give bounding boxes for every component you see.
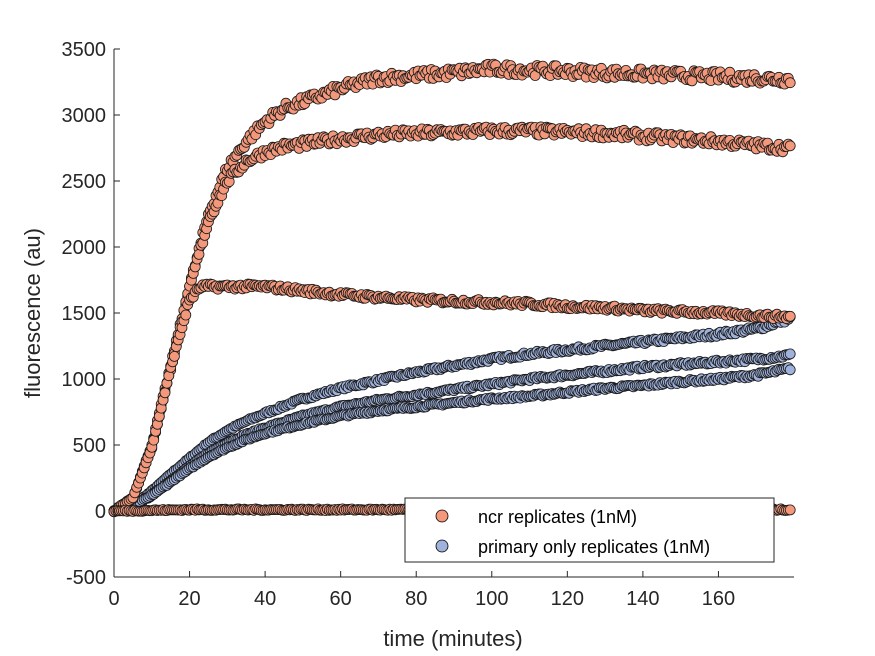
x-tick-label: 160 [702, 588, 735, 610]
legend-box [404, 497, 775, 563]
legend: ncr replicates (1nM) primary only replic… [404, 497, 775, 563]
data-point-primary-rep3 [784, 364, 796, 376]
x-tick-label: 80 [405, 588, 427, 610]
x-tick-label: 40 [254, 588, 276, 610]
legend-marker-primary [435, 539, 449, 553]
y-tick-label: 1500 [62, 303, 107, 325]
y-axis-label: fluorescence (au) [20, 228, 45, 398]
y-axis-ticks: -500 0 500 1000 1500 2000 2500 3000 3500 [62, 39, 120, 589]
data-point-ncr-rep3 [180, 309, 192, 321]
y-tick-label: 2500 [62, 171, 107, 193]
legend-marker-ncr [435, 509, 449, 523]
data-point-ncr-rep3 [168, 350, 180, 362]
data-point-ncr-rep3 [784, 310, 796, 322]
data-point-ncr-rep3 [148, 434, 160, 446]
x-tick-label: 0 [108, 588, 119, 610]
y-tick-label: 0 [95, 501, 106, 523]
data-point-ncr-rep3 [159, 387, 171, 399]
y-tick-label: 1000 [62, 369, 107, 391]
x-tick-label: 140 [626, 588, 659, 610]
y-tick-label: 3000 [62, 105, 107, 127]
x-tick-label: 20 [178, 588, 200, 610]
data-point-ncr-rep2 [784, 140, 796, 152]
legend-label-primary: primary only replicates (1nM) [478, 537, 710, 557]
x-tick-label: 100 [475, 588, 508, 610]
data-point-ncr-rep1 [784, 77, 796, 89]
y-tick-label: -500 [66, 567, 106, 589]
legend-label-ncr: ncr replicates (1nM) [478, 507, 637, 527]
data-point-ncr-rep2 [193, 248, 205, 260]
x-axis-label: time (minutes) [383, 626, 522, 651]
y-tick-label: 3500 [62, 39, 107, 61]
data-point-ncr-rep4 [784, 504, 796, 516]
data-point-primary-rep2 [784, 348, 796, 360]
y-tick-label: 500 [73, 435, 106, 457]
x-axis-ticks: 0 20 40 60 80 100 120 140 160 [108, 571, 735, 610]
x-tick-label: 120 [551, 588, 584, 610]
x-tick-label: 60 [330, 588, 352, 610]
y-tick-label: 2000 [62, 237, 107, 259]
